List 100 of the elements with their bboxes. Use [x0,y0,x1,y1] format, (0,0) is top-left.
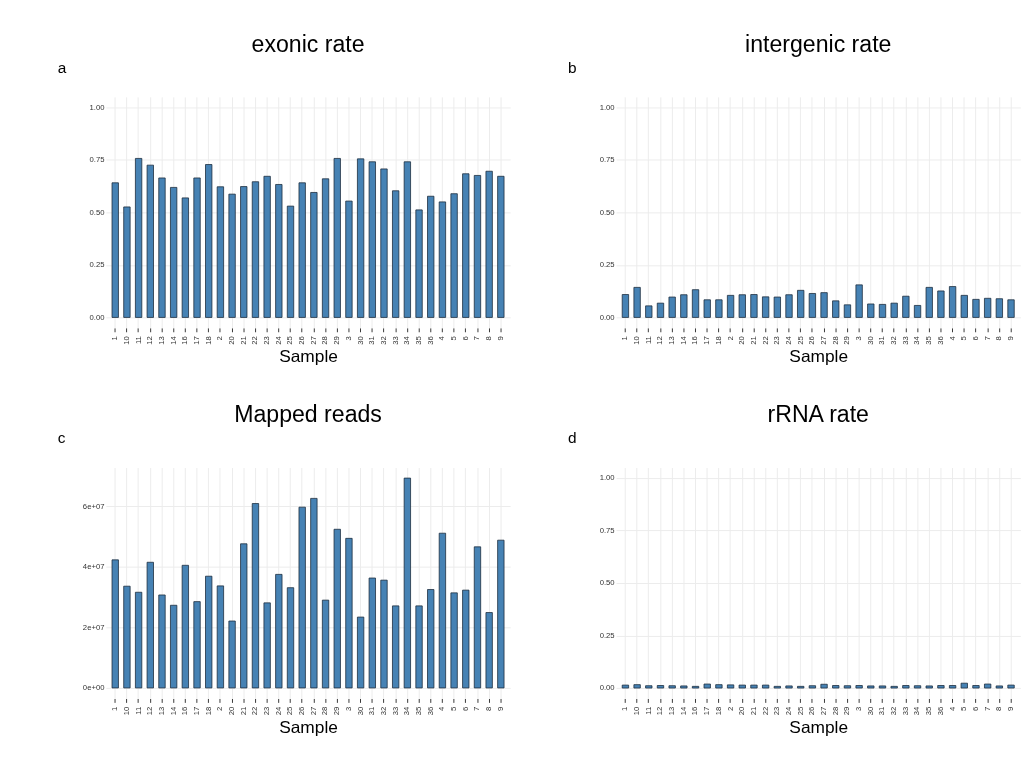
bar [357,616,365,689]
x-tick-label: 16 [690,336,700,345]
x-tick-label: 34 [912,335,922,345]
bar [427,195,435,318]
x-tick-label: 35 [413,336,423,345]
bar [251,181,260,318]
x-tick-label: 31 [877,706,887,716]
x-tick-label: 30 [355,336,365,345]
x-axis-title: Sample [279,716,338,737]
text: a [57,58,67,76]
bar [473,546,482,689]
x-tick-label: 3 [343,336,353,341]
bar [275,184,283,318]
bar [263,175,271,318]
x-tick-label: 35 [924,336,934,345]
x-tick-label: 29 [332,706,342,716]
x-tick-label: 12 [145,336,155,345]
bar [415,209,423,318]
text: b [567,58,577,76]
bar [703,299,711,318]
bar [135,591,143,689]
x-tick-label: 32 [378,336,388,345]
x-tick-label: 9 [495,336,505,341]
x-tick-label: 21 [748,706,758,716]
bar [820,292,828,318]
x-tick-label: 1 [110,336,120,341]
x-tick-label: 13 [156,336,166,345]
x-tick-label: 18 [713,706,723,716]
y-tick-label: 0.25 [89,260,105,270]
bar [450,592,458,689]
x-tick-label: 6 [460,706,470,711]
bar [832,300,840,318]
y-tick-label: 1.00 [89,102,105,112]
bar [867,303,875,318]
y-tick-label: 0e+00 [82,683,105,693]
bar [738,294,746,318]
x-tick-label: 8 [994,336,1004,341]
bar [462,173,470,318]
x-tick-label: 30 [355,706,365,716]
x-tick-label: 33 [900,336,910,345]
x-tick-label: 10 [632,706,642,716]
x-tick-label: 1 [110,706,120,711]
x-tick-label: 14 [168,335,178,345]
bar [984,297,992,318]
bar [380,579,388,689]
x-tick-label: 18 [713,336,723,345]
x-tick-label: 5 [959,336,969,341]
bar [392,605,400,689]
x-tick-label: 35 [413,706,423,716]
x-tick-label: 16 [690,706,700,716]
x-tick-label: 35 [924,706,934,716]
x-tick-label: 7 [472,706,482,711]
x-tick-label: 9 [1005,336,1015,341]
x-tick-label: 28 [830,336,840,345]
bar [773,296,781,318]
x-tick-label: 8 [484,336,494,341]
bar [415,605,423,689]
x-tick-label: 12 [145,706,155,716]
bar [960,294,968,318]
x-tick-label: 26 [297,336,307,345]
x-tick-label: 9 [1005,706,1015,711]
x-tick-label: 20 [227,706,237,716]
bar [438,201,447,318]
x-axis-title: Sample [279,346,338,366]
bar [228,193,236,318]
x-tick-label: 6 [970,336,980,341]
x-tick-label: 20 [227,336,237,345]
y-tick-label: 0.25 [599,260,615,270]
bar [205,164,213,318]
x-tick-label: 5 [449,706,459,711]
bar [403,477,411,689]
x-tick-label: 2 [215,706,225,711]
x-tick-label: 2 [725,706,735,711]
bar [1007,299,1015,318]
bar [762,296,770,318]
bar [286,205,295,318]
bar [473,175,482,318]
x-tick-label: 7 [982,336,992,341]
bar [193,177,201,318]
bar [158,594,166,689]
bar [321,178,330,318]
x-tick-label: 26 [297,706,307,716]
y-tick-label: 0.00 [89,312,105,322]
x-tick-label: 11 [133,336,143,345]
bar [427,589,435,689]
bar [656,302,665,318]
x-tick-label: 21 [238,706,248,716]
x-tick-label: 13 [667,706,677,716]
y-tick-label: 4e+07 [82,562,105,572]
bar [497,175,505,318]
bar [785,294,793,318]
text: d [567,429,577,447]
y-tick-label: 0.50 [89,207,105,217]
x-tick-label: 24 [273,706,283,716]
x-tick-label: 26 [807,706,817,716]
x-tick-label: 10 [121,336,131,345]
x-tick-label: 22 [760,336,770,345]
bar [438,532,447,689]
bar [995,298,1003,318]
x-tick-label: 27 [818,336,828,345]
